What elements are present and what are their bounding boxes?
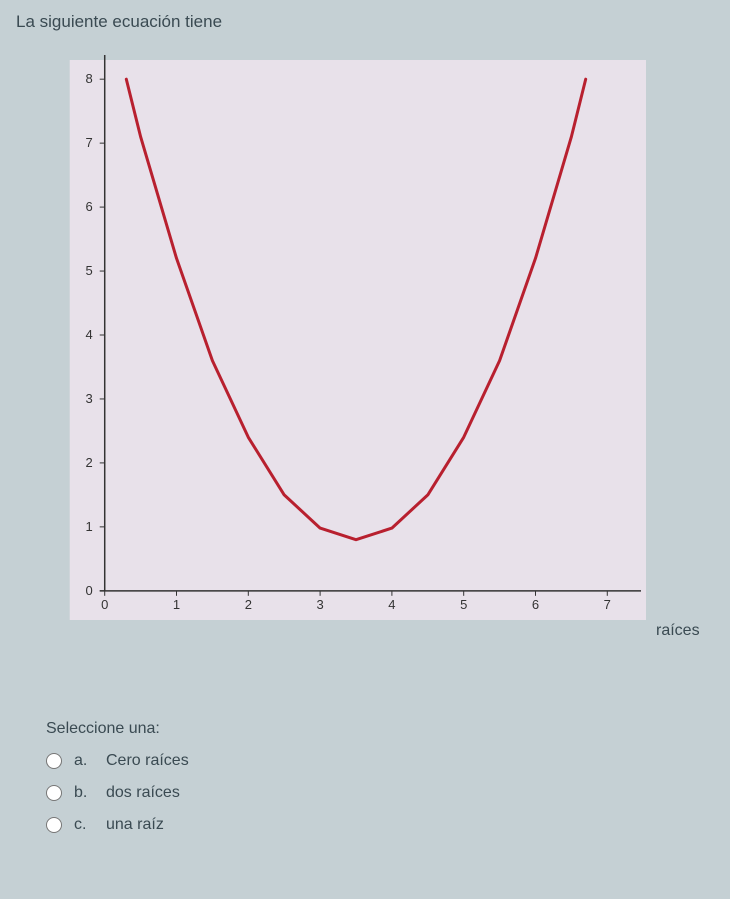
- option-a-radio[interactable]: [46, 753, 62, 769]
- option-a[interactable]: a. Cero raíces: [46, 752, 714, 770]
- svg-text:1: 1: [173, 597, 180, 612]
- option-b-text: dos raíces: [106, 784, 180, 802]
- svg-text:4: 4: [388, 597, 395, 612]
- svg-text:2: 2: [85, 455, 92, 470]
- question-text: La siguiente ecuación tiene: [16, 12, 714, 32]
- answer-block: Seleccione una: a. Cero raíces b. dos ra…: [16, 720, 714, 834]
- svg-text:7: 7: [604, 597, 611, 612]
- option-c[interactable]: c. una raíz: [46, 816, 714, 834]
- select-prompt: Seleccione una:: [46, 720, 714, 738]
- svg-text:2: 2: [245, 597, 252, 612]
- svg-text:8: 8: [85, 71, 92, 86]
- option-b-letter: b.: [74, 784, 94, 802]
- option-c-text: una raíz: [106, 816, 164, 834]
- roots-caption: raíces: [656, 622, 700, 640]
- option-a-text: Cero raíces: [106, 752, 189, 770]
- svg-text:7: 7: [85, 135, 92, 150]
- svg-text:5: 5: [85, 263, 92, 278]
- chart-area: 0 1 2 3 4 5 6 7 8 0 1 2 3 4 5 6 7: [16, 40, 676, 680]
- svg-text:0: 0: [101, 597, 108, 612]
- svg-text:6: 6: [85, 199, 92, 214]
- svg-text:6: 6: [532, 597, 539, 612]
- option-b-radio[interactable]: [46, 785, 62, 801]
- option-c-radio[interactable]: [46, 817, 62, 833]
- svg-text:0: 0: [85, 583, 92, 598]
- parabola-chart: 0 1 2 3 4 5 6 7 8 0 1 2 3 4 5 6 7: [26, 50, 646, 650]
- svg-text:3: 3: [316, 597, 323, 612]
- option-a-letter: a.: [74, 752, 94, 770]
- svg-text:1: 1: [85, 519, 92, 534]
- option-c-letter: c.: [74, 816, 94, 834]
- svg-text:3: 3: [85, 391, 92, 406]
- svg-text:5: 5: [460, 597, 467, 612]
- option-b[interactable]: b. dos raíces: [46, 784, 714, 802]
- svg-text:4: 4: [85, 327, 92, 342]
